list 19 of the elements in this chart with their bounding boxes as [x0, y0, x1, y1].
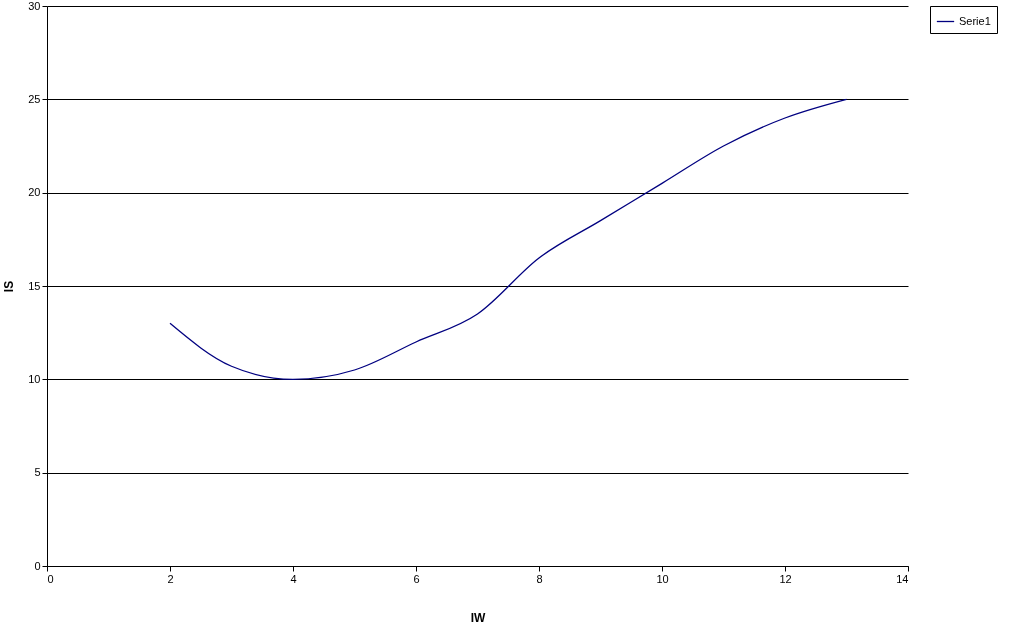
x-tick-label: 10	[656, 572, 669, 585]
x-tick-label: 2	[167, 572, 174, 585]
y-tick-label: 30	[28, 0, 41, 12]
x-tick-label: 4	[290, 572, 297, 585]
y-tick-label: 10	[28, 372, 41, 385]
y-axis-title: IS	[2, 280, 17, 293]
y-tick-label: 0	[34, 559, 41, 572]
y-tick-label: 5	[34, 466, 41, 479]
y-tick-label: 25	[28, 92, 41, 105]
x-tick-label: 6	[413, 572, 420, 585]
x-tick-label: 8	[536, 572, 543, 585]
y-tick-label: 20	[28, 186, 41, 199]
x-tick-label: 14	[896, 572, 909, 585]
x-axis-title: IW	[470, 610, 486, 625]
legend-label: Serie1	[959, 14, 991, 27]
x-tick-label: 0	[47, 572, 54, 585]
x-tick-label: 12	[779, 572, 792, 585]
y-tick-label: 15	[28, 279, 41, 292]
line-series	[169, 98, 848, 380]
